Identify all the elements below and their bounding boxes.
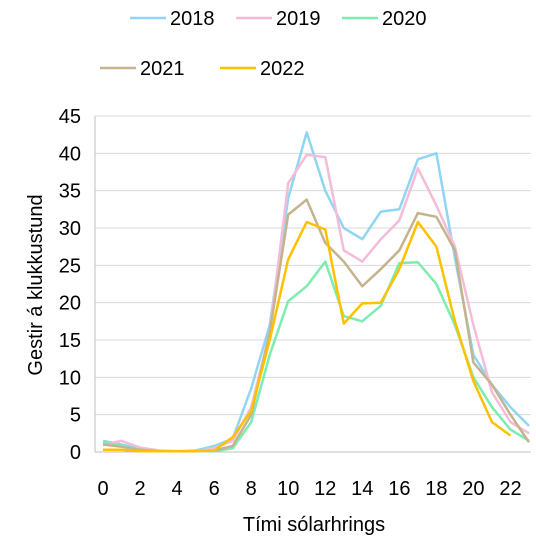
y-tick-label: 45 xyxy=(59,106,81,128)
gridlines xyxy=(95,115,531,416)
x-tick-label: 14 xyxy=(351,478,373,500)
x-tick-label: 12 xyxy=(314,478,336,500)
chart-axes xyxy=(94,116,531,453)
series-line-2022 xyxy=(103,220,512,453)
x-tick-label: 6 xyxy=(209,478,220,500)
x-tick-label: 18 xyxy=(425,478,447,500)
y-tick-label: 40 xyxy=(59,143,81,165)
x-tick-label: 4 xyxy=(172,478,183,500)
y-tick-label: 15 xyxy=(59,330,81,352)
chart-series xyxy=(102,131,531,453)
x-tick-label: 2 xyxy=(134,478,145,500)
tick-labels: 0 5 10 15 20 25 30 35 40 45 0 2 4 6 8 10 12 14 16 18 20 22 xyxy=(59,106,522,500)
y-tick-label: 5 xyxy=(70,405,81,427)
x-axis-title: Tími sólarhrings xyxy=(243,514,385,536)
chart-legend: 2018 2019 2020 2021 2022 xyxy=(100,8,427,80)
y-tick-label: 25 xyxy=(59,255,81,277)
legend-entry: 2020 xyxy=(342,8,427,30)
y-tick-label: 35 xyxy=(59,181,81,203)
x-tick-label: 16 xyxy=(388,478,410,500)
y-tick-label: 0 xyxy=(70,442,81,464)
y-tick-label: 30 xyxy=(59,218,81,240)
legend-entry: 2018 xyxy=(130,8,215,30)
x-tick-label: 8 xyxy=(246,478,257,500)
legend-label: 2020 xyxy=(382,8,427,30)
legend-entry: 2021 xyxy=(100,58,185,80)
legend-label: 2019 xyxy=(276,8,321,30)
y-tick-label: 20 xyxy=(59,293,81,315)
y-axis-title: Gestir á klukkustund xyxy=(25,194,47,375)
legend-label: 2018 xyxy=(170,8,215,30)
legend-entry: 2019 xyxy=(236,8,321,30)
legend-label: 2022 xyxy=(260,58,305,80)
x-tick-label: 0 xyxy=(97,478,108,500)
x-tick-label: 22 xyxy=(499,478,521,500)
y-tick-label: 10 xyxy=(59,367,81,389)
legend-entry: 2022 xyxy=(220,58,305,80)
series-line-2021 xyxy=(102,198,531,453)
legend-label: 2021 xyxy=(140,58,185,80)
x-tick-label: 20 xyxy=(462,478,484,500)
x-tick-label: 10 xyxy=(277,478,299,500)
